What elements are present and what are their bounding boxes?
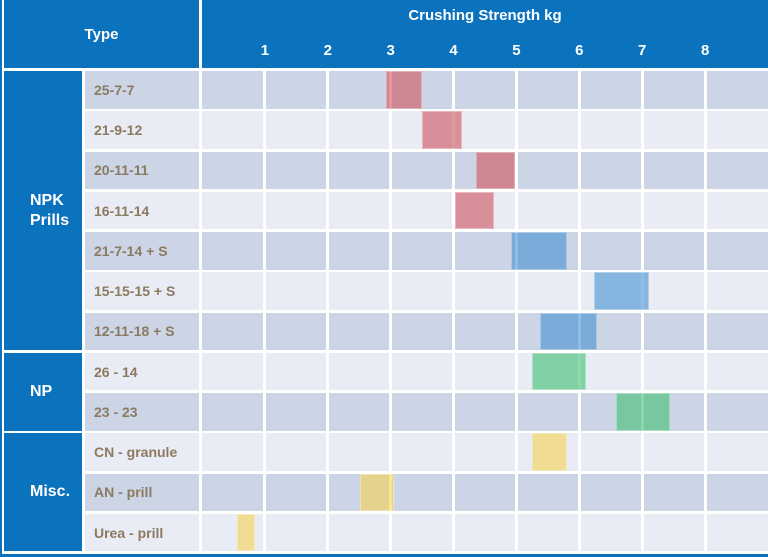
- axis-gridline-2: [326, 71, 330, 552]
- group-cell-npk-prills: NPK Prills: [4, 71, 82, 350]
- axis-gridline-4: [452, 71, 456, 552]
- group-label: Misc.: [30, 483, 71, 501]
- axis-gridline-6: [577, 71, 581, 552]
- row-label: 23 - 23: [85, 393, 199, 431]
- chart-row: [202, 312, 768, 350]
- axis-tick-7: 7: [638, 42, 647, 59]
- group-label: NP: [30, 382, 53, 400]
- chart-row: [202, 513, 768, 552]
- strength-bar-12-11-18-s: [540, 312, 597, 350]
- chart-row: [202, 111, 768, 149]
- axis-tick-5: 5: [512, 42, 521, 59]
- axis-tick-8: 8: [700, 42, 710, 59]
- strength-bar-16-11-14: [455, 191, 495, 230]
- row-label: 21-9-12: [85, 111, 199, 149]
- strength-bar-cn-granule: [531, 433, 567, 471]
- table-left-border: [0, 0, 2, 557]
- row-label: 25-7-7: [85, 71, 199, 109]
- row-label: CN - granule: [85, 433, 199, 471]
- axis-gridline-3: [389, 71, 393, 552]
- axis-tick-2: 2: [323, 42, 332, 59]
- strength-bar-25-7-7: [385, 71, 423, 109]
- row-label: 21-7-14 + S: [85, 232, 199, 270]
- axis-tick-3: 3: [386, 42, 395, 59]
- table-bottom-border: [0, 554, 768, 557]
- chart-row: [202, 393, 768, 431]
- chart-title: Crushing Strength kg: [408, 7, 562, 24]
- axis-tick-1: 1: [260, 42, 270, 59]
- strength-bar-15-15-15-s: [594, 272, 650, 310]
- axis-gridline-1: [263, 71, 267, 552]
- type-column-header: Type: [4, 0, 199, 68]
- strength-bar-26-14: [531, 352, 586, 391]
- group-cell-np: NP: [4, 352, 82, 431]
- strength-bar-an-prill: [359, 473, 395, 511]
- row-label: 12-11-18 + S: [85, 312, 199, 350]
- chart-row: [202, 433, 768, 471]
- axis-tick-4: 4: [449, 42, 458, 59]
- strength-bar-21-7-14-s: [511, 232, 567, 270]
- chart-row: [202, 232, 768, 270]
- row-label: 15-15-15 + S: [85, 272, 199, 310]
- axis-gridline-8: [703, 71, 707, 552]
- row-label: Urea - prill: [85, 513, 199, 552]
- row-label: AN - prill: [85, 473, 199, 511]
- row-label: 20-11-11: [85, 151, 199, 189]
- strength-bar-20-11-11: [475, 151, 516, 189]
- type-header-label: Type: [84, 25, 119, 43]
- chart-row: [202, 352, 768, 391]
- strength-bar-21-9-12: [422, 111, 463, 149]
- axis-gridline-5: [514, 71, 518, 552]
- group-cell-misc-: Misc.: [4, 433, 82, 552]
- group-label: NPK Prills: [30, 191, 70, 229]
- row-label: 26 - 14: [85, 352, 199, 391]
- axis-gridline-7: [640, 71, 644, 552]
- chart-row: [202, 71, 768, 109]
- chart-row: [202, 473, 768, 511]
- chart-row: [202, 272, 768, 310]
- strength-bar-23-23: [616, 393, 670, 431]
- row-label: 16-11-14: [85, 191, 199, 230]
- strength-bar-urea-prill: [236, 513, 255, 552]
- axis-tick-6: 6: [575, 42, 584, 59]
- chart-header: Crushing Strength kg 1 2 3 4 5 6 7 8: [202, 0, 768, 68]
